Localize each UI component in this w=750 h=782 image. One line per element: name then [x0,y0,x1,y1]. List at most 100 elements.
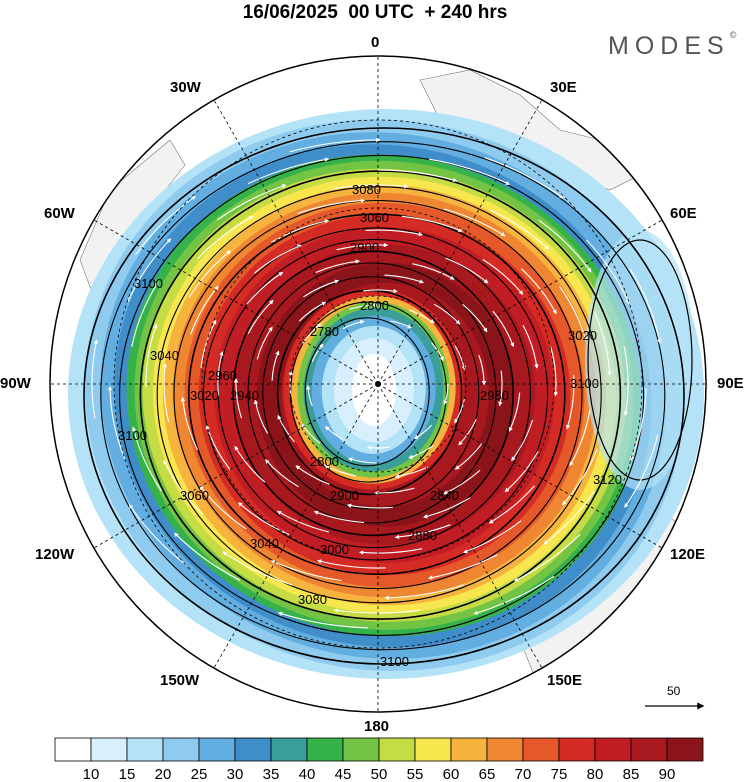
wind-streamline [401,215,463,233]
wind-streamline [498,370,503,407]
wind-streamline [301,423,321,445]
wind-streamline [131,281,159,347]
wind-streamline [199,485,247,530]
wind-streamline [135,195,197,256]
lon-label-30w: 30W [170,79,201,96]
wind-streamline [559,286,588,342]
wind-streamline [180,396,199,451]
lon-label-180: 180 [364,718,390,735]
wind-streamline [377,169,458,183]
wind-streamline [190,285,219,335]
wind-streamline [511,419,534,462]
color-legend-swatch [54,737,92,762]
color-legend-tick: 65 [479,766,496,782]
color-legend-swatch [234,737,272,762]
color-legend-tick: 90 [659,766,676,782]
color-legend-tick: 15 [119,766,136,782]
wind-streamline [129,504,187,566]
wind-streamline [305,385,313,407]
wind-streamline [217,351,224,397]
wind-streamline [443,208,506,237]
color-legend-swatch [594,737,632,762]
wind-streamline [277,414,295,443]
wind-streamline [504,451,539,493]
wind-streamline [585,239,630,305]
wind-streamline [197,216,254,260]
wind-streamline [163,459,204,515]
lon-label-150w: 150W [160,672,200,689]
wind-streamline [247,157,330,185]
wind-streamline [412,263,455,280]
wind-streamline [454,345,466,371]
wind-streamline [630,387,647,461]
color-legend-swatches [54,737,704,762]
contour-label: 2840 [430,488,459,503]
longitude-line [213,383,379,669]
contour-label: 2800 [310,454,339,469]
contour-label: 3100 [134,276,163,291]
height-contour [587,239,693,481]
wind-streamline [316,559,386,569]
lon-label-60w: 60W [44,205,75,222]
color-legend-swatch [378,737,416,762]
color-legend-swatch [450,737,488,762]
wind-streamline [336,242,389,251]
lon-label-0: 0 [371,34,380,51]
copyright-mark: © [729,30,737,40]
wind-streamline [315,259,360,274]
wind-streamline [174,532,241,581]
wind-streamline [271,219,330,243]
contour-label: 3020 [190,388,219,403]
color-legend-swatch [306,737,344,762]
wind-streamline [271,350,280,381]
wind-streamline [484,157,564,199]
wind-streamline [127,238,172,303]
contour-labels: 3080 3060 3100 3000 2960 2900 2800 2780 3040 2840… [118,182,622,669]
wind-streamline [254,244,302,274]
wind-streamline [313,510,365,524]
wind-streamline [200,319,217,368]
contour-label: 2900 [330,488,359,503]
wind-streamline [298,301,327,322]
wind-streamline [188,250,231,298]
wind-streamline [256,326,273,360]
color-legend-swatch [486,737,524,762]
lon-label-90e: 90E [717,375,744,392]
color-legend-swatch [162,737,200,762]
contour-label: 3080 [298,592,327,607]
color-legend-tick: 30 [227,766,244,782]
wind-streamline [458,418,477,446]
wind-streamline [630,269,662,344]
brand-logo: MODES© [608,30,737,61]
wind-streamline [358,548,423,555]
longitude-line [213,99,379,385]
color-legend-tick: 20 [155,766,172,782]
longitude-line [93,383,379,549]
wind-streamline [390,320,412,329]
wind-streamline [253,399,268,434]
wind-streamline [513,533,581,582]
wind-streamline [302,323,322,344]
wind-streamline [363,288,398,294]
contour-label: 3000 [320,542,349,557]
contour-label: 3060 [180,488,209,503]
color-legend-ticks: 10 15 20 25 30 35 40 45 50 55 60 65 70 75 80 85 90 [83,766,676,782]
lon-label-120e: 120E [670,546,706,563]
longitude-line [377,219,663,385]
color-legend-tick: 10 [83,766,100,782]
contour-label: 3100 [118,428,147,443]
contour-label: 3020 [568,328,597,343]
wind-streamline [569,409,591,467]
wind-streamline [492,310,515,348]
wind-streamline [107,385,126,459]
wind-streamline [333,184,409,190]
wind-streamline [246,272,284,305]
contour-label: 3100 [570,376,599,391]
wind-streamline [365,229,423,237]
wind-streamline [276,510,330,533]
color-legend-swatch [558,737,596,762]
wind-streamline [443,469,481,495]
color-legend-swatch [630,737,668,762]
wind-streamline [237,502,290,536]
